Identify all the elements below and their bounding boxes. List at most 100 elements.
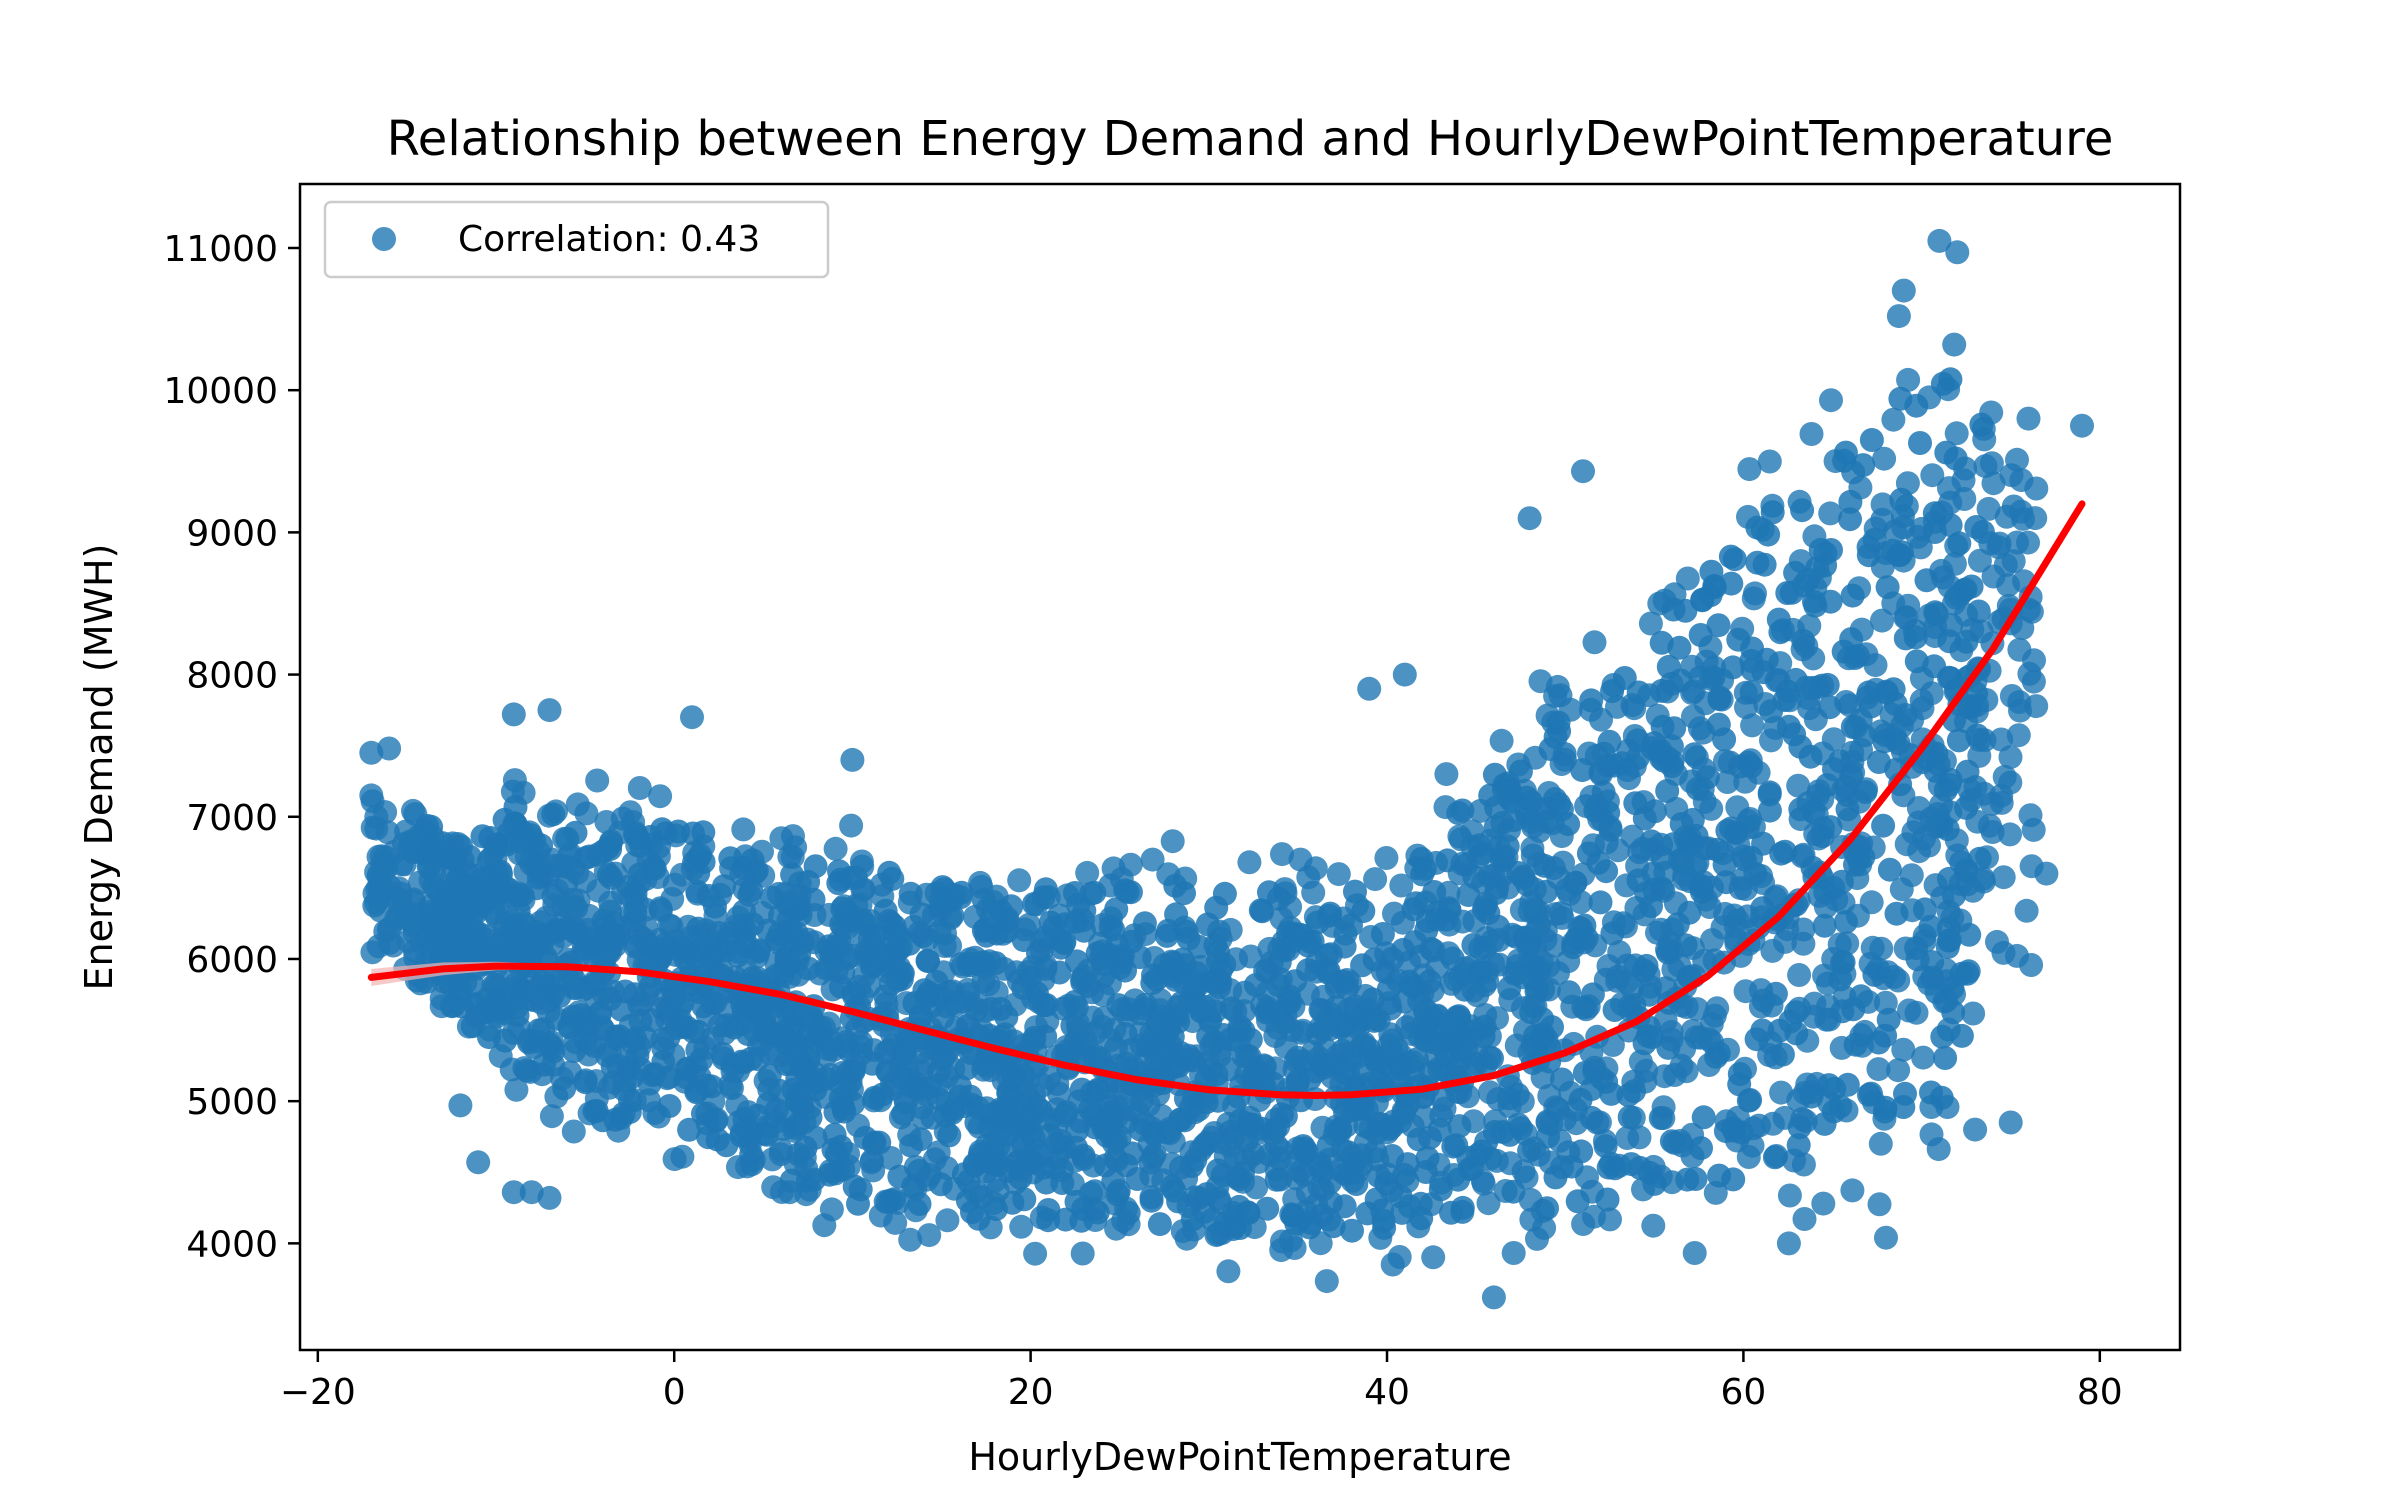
- data-point: [1957, 922, 1982, 947]
- data-point: [826, 871, 851, 896]
- x-tick-label: 0: [663, 1372, 686, 1413]
- data-point: [1386, 968, 1410, 993]
- data-point: [1866, 1057, 1891, 1082]
- data-point: [1204, 895, 1229, 920]
- data-point: [1064, 1189, 1089, 1214]
- data-point: [958, 953, 982, 978]
- data-point: [1072, 918, 1097, 943]
- data-point: [1591, 780, 1616, 805]
- data-point: [686, 916, 711, 941]
- data-point: [1936, 928, 1961, 953]
- data-point: [1695, 765, 1720, 790]
- x-axis-label: HourlyDewPointTemperature: [968, 1435, 1511, 1479]
- data-point: [1662, 716, 1687, 741]
- data-point: [1091, 951, 1116, 976]
- data-point: [1105, 1182, 1130, 1207]
- data-point: [1022, 892, 1046, 916]
- data-point: [1294, 1139, 1319, 1164]
- data-point: [1336, 1140, 1361, 1165]
- data-point: [954, 1056, 979, 1081]
- data-point: [1632, 1031, 1657, 1056]
- data-point: [1097, 1120, 1122, 1145]
- data-point: [1524, 979, 1549, 1004]
- data-point: [689, 1047, 714, 1072]
- data-point: [1911, 1045, 1936, 1070]
- data-point: [830, 896, 855, 921]
- data-point: [1053, 1207, 1078, 1232]
- data-point: [1372, 1215, 1397, 1240]
- data-point: [521, 988, 546, 1012]
- data-point: [1380, 1252, 1405, 1277]
- data-point: [994, 1005, 1019, 1029]
- data-point: [1786, 1133, 1811, 1158]
- data-point: [1739, 680, 1764, 705]
- data-point: [1023, 1093, 1048, 1118]
- data-point: [582, 1099, 607, 1124]
- data-point: [878, 1188, 903, 1213]
- data-point: [1691, 1105, 1716, 1130]
- data-point: [1689, 1136, 1713, 1161]
- data-point: [2070, 413, 2094, 438]
- data-point: [1776, 714, 1801, 739]
- data-point: [873, 898, 898, 923]
- data-point: [1688, 1025, 1713, 1050]
- data-point: [916, 949, 940, 974]
- data-point: [1340, 1218, 1364, 1243]
- data-point: [1063, 881, 1087, 905]
- data-point: [1582, 1204, 1606, 1229]
- y-axis-label: Energy Demand (MWH): [77, 544, 121, 991]
- data-point: [1650, 846, 1675, 871]
- data-point: [1773, 839, 1797, 864]
- data-point: [1944, 421, 1969, 446]
- data-point: [1616, 1083, 1641, 1108]
- data-point: [662, 872, 687, 897]
- data-point: [719, 1076, 744, 1100]
- data-point: [2023, 506, 2048, 531]
- data-point: [648, 898, 673, 923]
- data-point: [1728, 754, 1753, 779]
- data-point: [451, 943, 476, 968]
- data-point: [1853, 780, 1878, 804]
- data-point: [1665, 912, 1690, 937]
- data-point: [585, 768, 610, 793]
- data-point: [1012, 1187, 1037, 1212]
- data-point: [1606, 838, 1631, 863]
- data-point: [924, 969, 949, 994]
- data-point: [613, 979, 638, 1004]
- data-point: [1326, 862, 1351, 887]
- data-point: [1828, 1094, 1853, 1119]
- data-point: [537, 698, 562, 723]
- data-point: [552, 1076, 577, 1101]
- data-point: [1862, 527, 1887, 552]
- data-point: [1817, 695, 1842, 720]
- data-point: [539, 1104, 564, 1129]
- data-point: [1625, 745, 1650, 770]
- data-point: [861, 1158, 886, 1183]
- data-point: [1511, 1159, 1536, 1184]
- data-point: [1428, 1177, 1453, 1202]
- data-point: [1891, 1095, 1916, 1119]
- data-point: [1787, 1115, 1812, 1140]
- data-point: [1216, 1259, 1241, 1284]
- data-point: [524, 920, 549, 945]
- data-point: [768, 1142, 793, 1167]
- data-point: [1918, 914, 1943, 939]
- data-point: [1476, 1191, 1501, 1216]
- data-point: [1495, 834, 1520, 859]
- data-point: [975, 1149, 1000, 1174]
- data-point: [1482, 1120, 1507, 1144]
- data-point: [1418, 1125, 1442, 1150]
- data-point: [1615, 1126, 1640, 1150]
- data-point: [1283, 969, 1308, 994]
- data-point: [1927, 228, 1952, 253]
- data-point: [1064, 995, 1089, 1020]
- data-point: [1532, 853, 1557, 878]
- data-point: [373, 845, 398, 870]
- data-point: [1908, 431, 1932, 455]
- data-point: [1919, 1122, 1944, 1147]
- data-point: [1060, 1013, 1085, 1038]
- data-point: [1922, 520, 1947, 544]
- data-point: [1140, 971, 1165, 996]
- data-point: [1941, 1000, 1966, 1025]
- data-point: [1517, 506, 1542, 531]
